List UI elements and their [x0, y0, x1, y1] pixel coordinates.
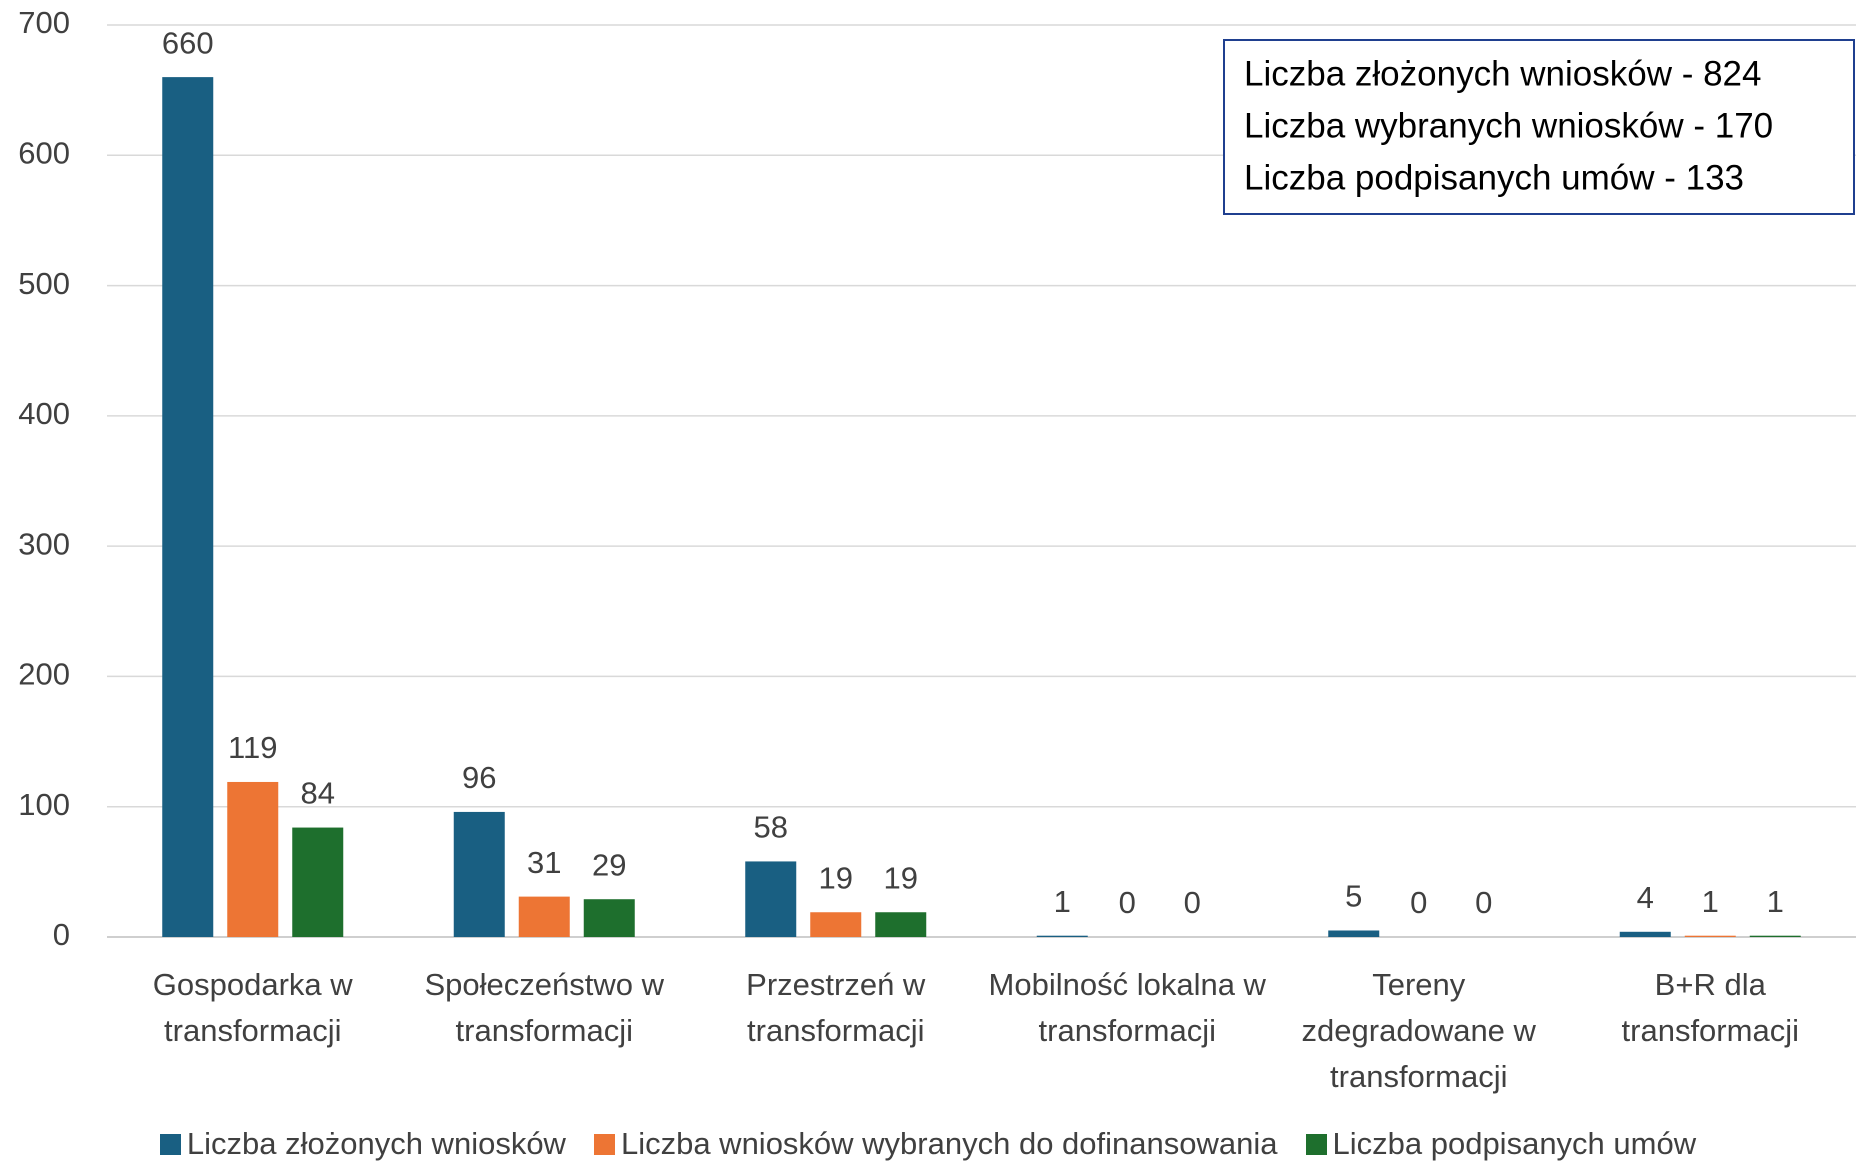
y-tick-label: 400 [18, 396, 70, 431]
legend-swatch [159, 1133, 181, 1155]
bar [1684, 935, 1736, 937]
bar [518, 896, 570, 937]
legend-label: Liczba podpisanych umów [1332, 1126, 1697, 1161]
annotation: Liczba złożonych wniosków - 824 [1244, 54, 1761, 93]
data-label: 58 [754, 810, 788, 845]
x-tick-label-box: B+R dla transformacji [1621, 967, 1799, 1048]
data-label: 1 [1767, 884, 1784, 919]
legend-label: Liczba wniosków wybranych do dofinansowa… [620, 1126, 1278, 1161]
data-label: 660 [162, 25, 214, 60]
bar [292, 827, 344, 937]
bar [1328, 930, 1380, 937]
bar [227, 781, 279, 937]
bar [875, 912, 927, 937]
x-tick-label-box: Gospodarka w transformacji [152, 967, 353, 1048]
legend-swatch [1305, 1133, 1327, 1155]
bar [583, 899, 635, 937]
bar [1749, 935, 1801, 937]
legend: Liczba złożonych wniosków Liczba wniosków… [0, 1126, 1856, 1162]
data-label: 0 [1410, 885, 1427, 920]
annotation: Liczba wybranych wniosków - 170 [1244, 106, 1773, 145]
bar [453, 811, 505, 937]
data-label: 5 [1345, 879, 1362, 914]
bar [745, 861, 797, 937]
y-tick-label: 100 [18, 787, 70, 822]
x-tick-label-box: Społeczeństwo w transformacji [424, 967, 664, 1048]
x-tick-label-box: Mobilność lokalna w transformacji [988, 967, 1266, 1048]
data-label: 29 [592, 847, 626, 882]
legend-item: Liczba wniosków wybranych do dofinansowa… [593, 1126, 1278, 1162]
x-tick-label: Tereny zdegradowane w transformacji [1301, 967, 1536, 1094]
bar [810, 912, 862, 937]
y-tick-label: 300 [18, 526, 70, 561]
data-label: 0 [1475, 885, 1492, 920]
x-tick-label: Gospodarka w transformacji [152, 967, 353, 1048]
annotation: Liczba podpisanych umów - 133 [1244, 158, 1744, 197]
y-tick-label: 0 [53, 917, 70, 952]
legend-label: Liczba złożonych wniosków [186, 1126, 566, 1161]
data-label: 31 [527, 845, 561, 880]
bar [162, 77, 214, 938]
y-tick-label: 700 [18, 5, 70, 40]
y-tick-label: 200 [18, 657, 70, 692]
data-label: 84 [301, 776, 335, 811]
data-label: 19 [884, 860, 918, 895]
bar [1619, 931, 1671, 937]
legend-swatch [593, 1133, 615, 1155]
bar [1036, 935, 1088, 937]
data-label: 1 [1054, 884, 1071, 919]
data-label: 119 [228, 730, 277, 765]
data-label: 19 [819, 860, 853, 895]
x-tick-label-box: Tereny zdegradowane w transformacji [1301, 967, 1536, 1094]
y-tick-label: 600 [18, 135, 70, 170]
data-label: 0 [1119, 885, 1136, 920]
data-label: 96 [462, 760, 496, 795]
x-tick-label: Społeczeństwo w transformacji [424, 967, 664, 1048]
data-label: 0 [1184, 885, 1201, 920]
legend-item: Liczba podpisanych umów [1305, 1126, 1697, 1162]
data-label: 4 [1637, 880, 1654, 915]
data-label: 1 [1702, 884, 1719, 919]
x-tick-label-box: Przestrzeń w transformacji [746, 967, 926, 1048]
annotation-box [1223, 39, 1855, 215]
x-tick-label: Przestrzeń w transformacji [746, 967, 926, 1048]
y-tick-label: 500 [18, 266, 70, 301]
legend-item: Liczba złożonych wniosków [159, 1126, 566, 1162]
x-tick-label: B+R dla transformacji [1621, 967, 1799, 1048]
x-tick-label: Mobilność lokalna w transformacji [988, 967, 1266, 1048]
